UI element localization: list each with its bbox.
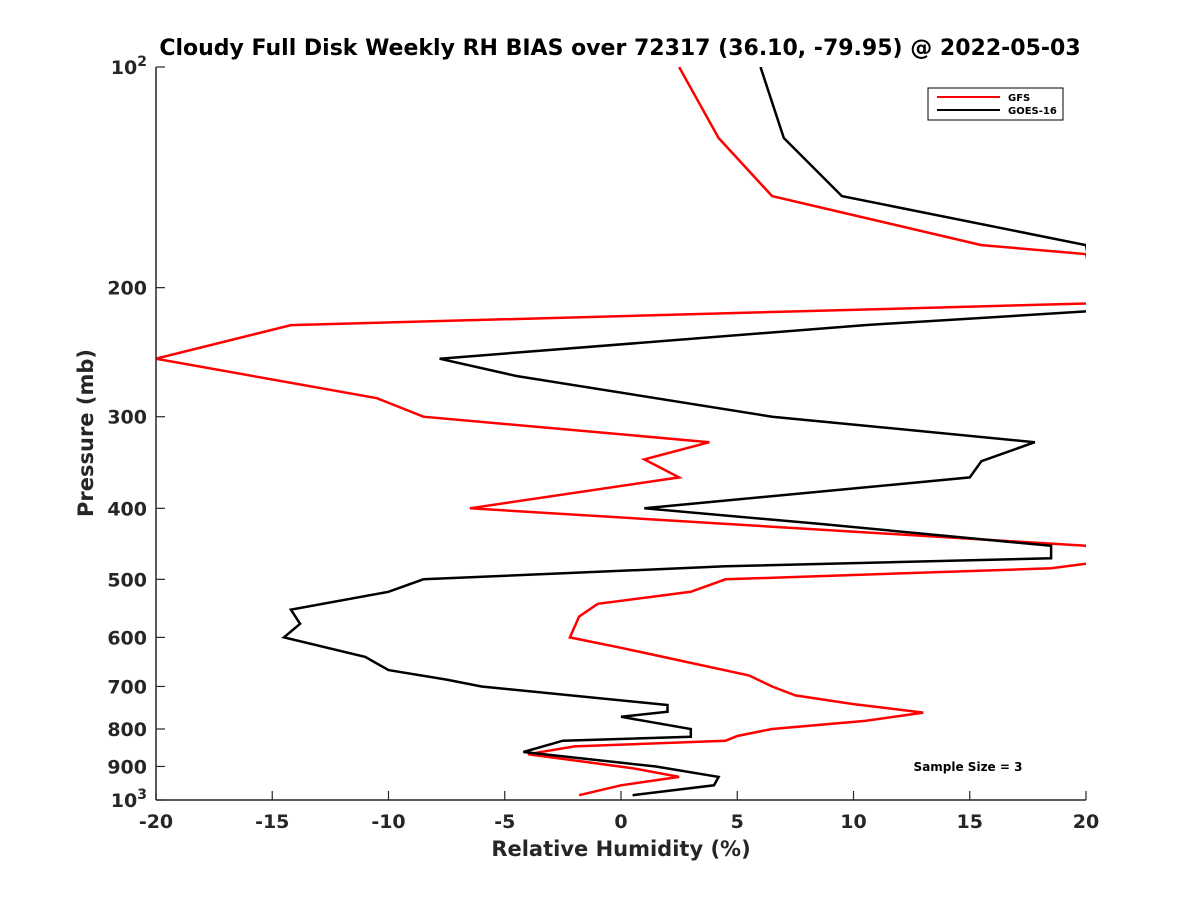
sample-size-annotation: Sample Size = 3 bbox=[914, 760, 1023, 774]
y-tick-label: 200 bbox=[107, 278, 147, 300]
y-axis-title: Pressure (mb) bbox=[74, 349, 98, 517]
series-line-goes-16 bbox=[281, 67, 1086, 797]
legend-label-gfs: GFS bbox=[1008, 93, 1030, 104]
x-tick-label: -10 bbox=[371, 811, 405, 833]
legend-box bbox=[927, 87, 1064, 121]
legend: GFS GOES-16 bbox=[927, 87, 1064, 121]
x-tick-label: -5 bbox=[494, 811, 515, 833]
x-tick-label: 20 bbox=[1073, 811, 1099, 833]
x-tick-label: 5 bbox=[731, 811, 744, 833]
x-tick-label: 10 bbox=[840, 811, 866, 833]
x-tick-label: 15 bbox=[957, 811, 983, 833]
x-tick-label: -20 bbox=[139, 811, 173, 833]
y-tick-label: 300 bbox=[107, 407, 147, 429]
y-tick-label: 900 bbox=[107, 756, 147, 778]
y-tick-exponent: 3 bbox=[137, 787, 147, 803]
chart-title: Cloudy Full Disk Weekly RH BIAS over 723… bbox=[159, 36, 1080, 61]
x-axis-ticks: -20 -15 -10 -5 0 5 10 15 20 bbox=[139, 791, 1099, 833]
y-tick-label: 800 bbox=[107, 719, 147, 741]
series-line-gfs bbox=[156, 67, 1086, 797]
y-tick-base: 10 bbox=[111, 57, 137, 79]
x-tick-label: 0 bbox=[614, 811, 627, 833]
y-tick-base: 10 bbox=[111, 790, 137, 812]
y-tick-label: 600 bbox=[107, 627, 147, 649]
x-axis-title: Relative Humidity (%) bbox=[491, 837, 750, 861]
x-tick-label: -15 bbox=[255, 811, 289, 833]
y-tick-label: 400 bbox=[107, 498, 147, 520]
y-tick-exponent: 2 bbox=[137, 54, 147, 70]
y-tick-label: 103 bbox=[111, 787, 147, 812]
legend-label-goes-16: GOES-16 bbox=[1008, 106, 1057, 117]
y-tick-label: 700 bbox=[107, 676, 147, 698]
y-tick-label: 102 bbox=[111, 54, 147, 79]
series-layer bbox=[156, 67, 1086, 797]
y-tick-label: 500 bbox=[107, 569, 147, 591]
